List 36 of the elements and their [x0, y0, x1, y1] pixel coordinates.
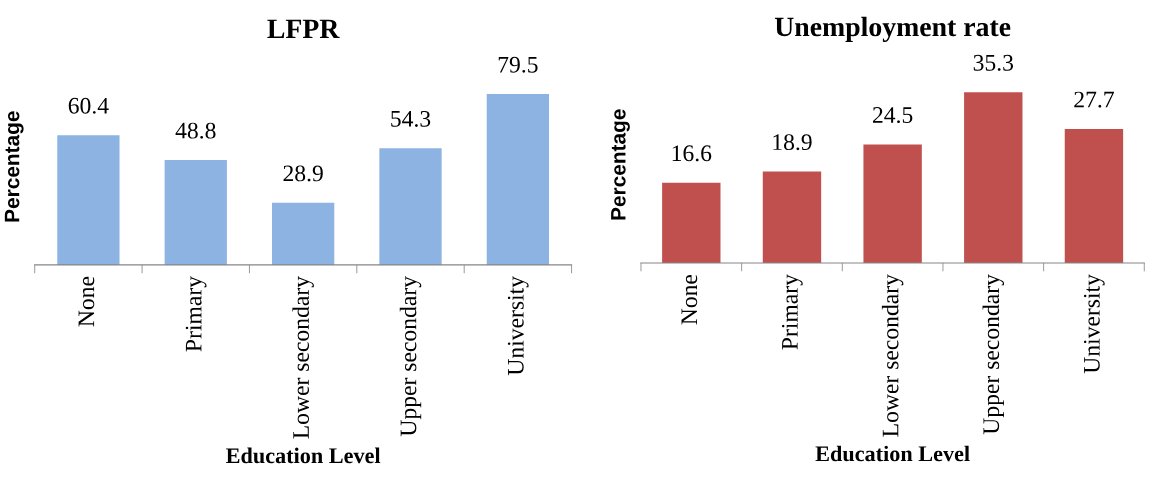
x-tick-label: Lower secondary: [292, 276, 314, 439]
bar: [486, 94, 550, 265]
data-label: 27.7: [1074, 91, 1114, 108]
x-tick-label: Upper secondary: [399, 276, 422, 437]
y-axis-title: Percentage: [4, 111, 24, 222]
data-label: 60.4: [68, 97, 109, 114]
chart-title: LFPR: [267, 19, 340, 38]
data-label: 24.5: [873, 107, 913, 124]
x-tick-label: Primary: [185, 276, 207, 352]
bar: [762, 171, 822, 263]
x-axis-title: Education Level: [815, 445, 970, 462]
x-tick-label: University: [1083, 274, 1105, 374]
x-axis-title: Education Level: [226, 447, 381, 464]
bar: [272, 202, 335, 265]
data-label: 79.5: [498, 56, 538, 73]
chart-title: Unemployment rate: [774, 16, 1011, 43]
bar: [379, 148, 442, 265]
x-tick-label: University: [507, 276, 529, 376]
y-axis-title: Percentage: [611, 109, 630, 220]
x-tick-label: Primary: [781, 274, 803, 350]
data-label: 18.9: [773, 134, 812, 151]
x-tick-label: Lower secondary: [881, 274, 904, 437]
data-label: 48.8: [175, 122, 216, 139]
bar: [863, 144, 922, 263]
x-tick-label: None: [681, 274, 698, 325]
bar: [662, 182, 721, 263]
bar: [964, 92, 1023, 263]
data-label: 35.3: [973, 54, 1014, 71]
data-label: 54.3: [391, 110, 431, 127]
bar: [57, 135, 120, 265]
x-tick-label: Upper secondary: [982, 274, 1005, 435]
bar: [164, 160, 227, 265]
data-label: 28.9: [283, 165, 323, 182]
x-tick-label: None: [78, 276, 95, 327]
data-label: 16.6: [672, 145, 712, 162]
bar: [1064, 128, 1124, 263]
